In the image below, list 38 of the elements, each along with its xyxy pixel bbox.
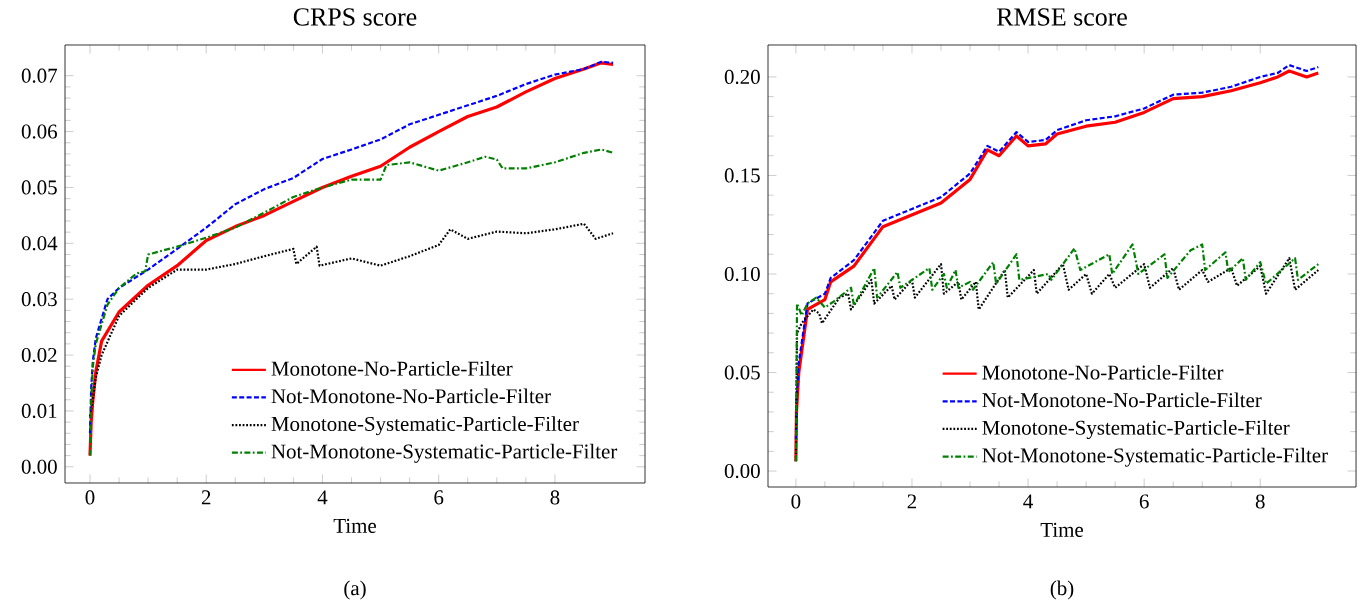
x-tick-label: 8 [1255, 494, 1265, 509]
x-tick-label: 2 [907, 494, 917, 509]
legend-label: Monotone-Systematic-Particle-Filter [982, 420, 1290, 440]
legend-label: Monotone-No-Particle-Filter [982, 364, 1224, 380]
text: (b) [1050, 580, 1074, 600]
chart-title: RMSE score [996, 8, 1127, 26]
legend-label: Not-Monotone-Systematic-Particle-Filter [271, 443, 618, 463]
x-tick-label: 4 [1023, 494, 1033, 509]
y-tick-label: 0.00 [21, 459, 57, 474]
x-tick-label: 0 [791, 494, 801, 509]
line-series [88, 222, 615, 418]
text: (a) [344, 580, 366, 600]
y-tick-label: 0.04 [21, 236, 58, 251]
legend-label: Not-Monotone-No-Particle-Filter [271, 388, 551, 404]
legend-label: Not-Monotone-No-Particle-Filter [982, 392, 1262, 408]
legend-label: Not-Monotone-Systematic-Particle-Filter [982, 447, 1328, 467]
y-tick-label: 0.15 [724, 168, 760, 183]
y-tick-label: 0.00 [724, 463, 760, 479]
y-tick-label: 0.05 [724, 365, 760, 380]
x-tick-label: 0 [85, 490, 95, 505]
x-tick-label: 4 [317, 490, 328, 505]
legend-label: Monotone-Systematic-Particle-Filter [271, 416, 579, 436]
x-tick-label: 6 [1139, 494, 1149, 509]
x-tick-label: 6 [434, 490, 444, 505]
x-axis-title: Time [333, 518, 376, 533]
y-tick-label: 0.01 [21, 403, 57, 419]
y-tick-label: 0.03 [21, 292, 57, 307]
y-tick-label: 0.10 [724, 266, 760, 282]
x-tick-label: 2 [201, 490, 211, 505]
legend-label: Monotone-No-Particle-Filter [271, 360, 513, 376]
y-tick-label: 0.06 [21, 124, 58, 139]
y-tick-label: 0.20 [724, 69, 760, 85]
x-axis-title: Time [1040, 522, 1084, 537]
y-tick-label: 0.05 [21, 180, 57, 195]
y-tick-label: 0.02 [21, 347, 57, 363]
x-tick-label: 8 [550, 490, 560, 505]
chart-title: CRPS score [293, 8, 417, 26]
y-tick-label: 0.07 [21, 68, 58, 83]
